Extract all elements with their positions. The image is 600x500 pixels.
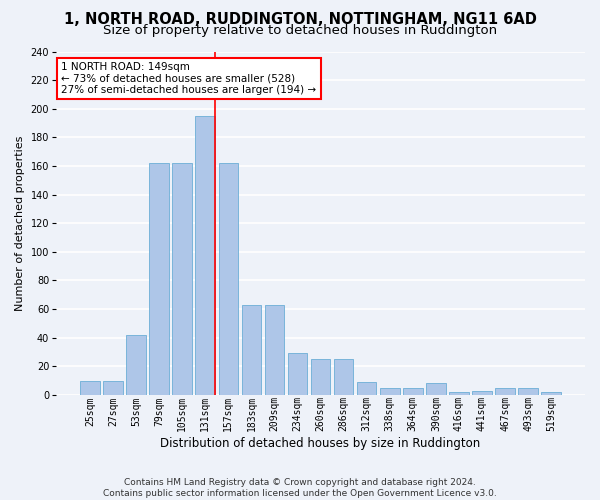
Bar — [196, 116, 215, 395]
Bar — [265, 304, 284, 395]
Bar — [103, 380, 123, 395]
Bar — [218, 163, 238, 395]
Bar — [357, 382, 376, 395]
Bar — [380, 388, 400, 395]
Bar — [288, 354, 307, 395]
Bar — [126, 334, 146, 395]
Bar — [80, 380, 100, 395]
Bar — [172, 163, 192, 395]
Bar — [311, 359, 331, 395]
Y-axis label: Number of detached properties: Number of detached properties — [15, 136, 25, 311]
Text: 1 NORTH ROAD: 149sqm
← 73% of detached houses are smaller (528)
27% of semi-deta: 1 NORTH ROAD: 149sqm ← 73% of detached h… — [61, 62, 317, 95]
X-axis label: Distribution of detached houses by size in Ruddington: Distribution of detached houses by size … — [160, 437, 481, 450]
Bar — [449, 392, 469, 395]
Text: Size of property relative to detached houses in Ruddington: Size of property relative to detached ho… — [103, 24, 497, 37]
Bar — [495, 388, 515, 395]
Bar — [472, 390, 492, 395]
Bar — [334, 359, 353, 395]
Bar — [403, 388, 422, 395]
Bar — [149, 163, 169, 395]
Text: Contains HM Land Registry data © Crown copyright and database right 2024.
Contai: Contains HM Land Registry data © Crown c… — [103, 478, 497, 498]
Bar — [242, 304, 261, 395]
Bar — [518, 388, 538, 395]
Bar — [541, 392, 561, 395]
Text: 1, NORTH ROAD, RUDDINGTON, NOTTINGHAM, NG11 6AD: 1, NORTH ROAD, RUDDINGTON, NOTTINGHAM, N… — [64, 12, 536, 28]
Bar — [426, 384, 446, 395]
